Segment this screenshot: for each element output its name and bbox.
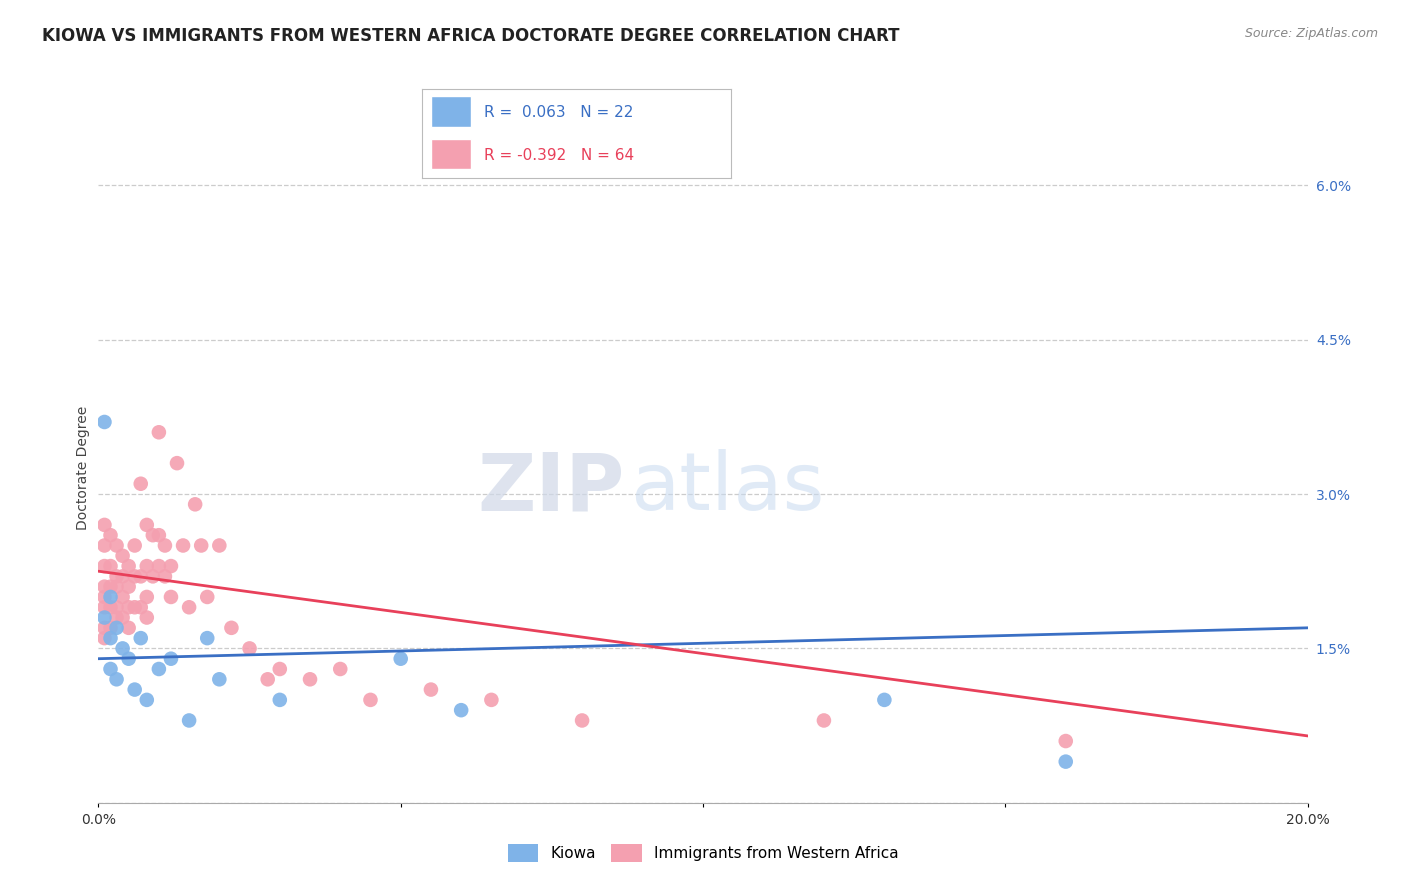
Point [118,580,141,594]
Point [93,517,115,532]
Point [1054,734,1077,748]
Point [100,631,122,645]
Point [142,569,165,583]
Point [129,600,152,615]
Point [299,673,322,687]
Point [389,651,412,665]
Point [208,539,231,553]
Point [172,539,194,553]
Point [813,714,835,728]
Point [118,559,141,574]
FancyBboxPatch shape [432,139,471,169]
Point [269,693,291,707]
Point [153,569,176,583]
Point [111,641,134,656]
Point [269,662,291,676]
Point [329,662,352,676]
Point [93,610,115,624]
Point [184,497,207,511]
Point [100,590,122,604]
Point [160,559,183,574]
Point [105,580,128,594]
Point [166,456,188,470]
Point [135,559,157,574]
Point [118,600,141,615]
Point [111,610,134,624]
Point [571,714,593,728]
Point [239,641,262,656]
Point [177,714,201,728]
Point [450,703,472,717]
Point [177,600,201,615]
Point [100,662,122,676]
Point [135,517,157,532]
Text: ZIP: ZIP [477,450,624,527]
Point [100,600,122,615]
Point [118,651,141,665]
Text: KIOWA VS IMMIGRANTS FROM WESTERN AFRICA DOCTORATE DEGREE CORRELATION CHART: KIOWA VS IMMIGRANTS FROM WESTERN AFRICA … [42,27,900,45]
Point [135,693,157,707]
Point [105,673,128,687]
Point [93,600,115,615]
Point [105,539,128,553]
Point [105,569,128,583]
Point [419,682,441,697]
Point [360,693,382,707]
Point [124,682,146,697]
Point [129,569,152,583]
Point [135,610,157,624]
Point [93,631,115,645]
Point [195,631,218,645]
Text: Source: ZipAtlas.com: Source: ZipAtlas.com [1244,27,1378,40]
Y-axis label: Doctorate Degree: Doctorate Degree [76,406,90,531]
Point [93,590,115,604]
Point [1054,755,1077,769]
Point [100,559,122,574]
Point [195,590,218,604]
Point [100,528,122,542]
Point [105,610,128,624]
Point [93,539,115,553]
Point [100,621,122,635]
Point [160,651,183,665]
Point [118,621,141,635]
Text: R =  0.063   N = 22: R = 0.063 N = 22 [484,105,633,120]
Point [105,621,128,635]
Point [221,621,243,635]
Point [93,559,115,574]
Point [100,580,122,594]
Point [93,621,115,635]
Text: R = -0.392   N = 64: R = -0.392 N = 64 [484,148,634,162]
Point [129,476,152,491]
Legend: Kiowa, Immigrants from Western Africa: Kiowa, Immigrants from Western Africa [508,845,898,862]
Point [153,539,176,553]
Point [135,590,157,604]
Point [160,590,183,604]
Point [111,590,134,604]
Point [256,673,278,687]
Point [124,539,146,553]
Point [124,600,146,615]
Point [148,528,170,542]
Point [190,539,212,553]
Point [148,425,170,440]
Point [105,600,128,615]
Point [148,559,170,574]
Text: atlas: atlas [630,450,825,527]
Point [148,662,170,676]
Point [142,528,165,542]
Point [111,549,134,563]
Point [93,415,115,429]
Point [208,673,231,687]
Point [124,569,146,583]
Point [481,693,503,707]
Point [111,569,134,583]
FancyBboxPatch shape [432,96,471,127]
Point [129,631,152,645]
Point [873,693,896,707]
Point [93,580,115,594]
